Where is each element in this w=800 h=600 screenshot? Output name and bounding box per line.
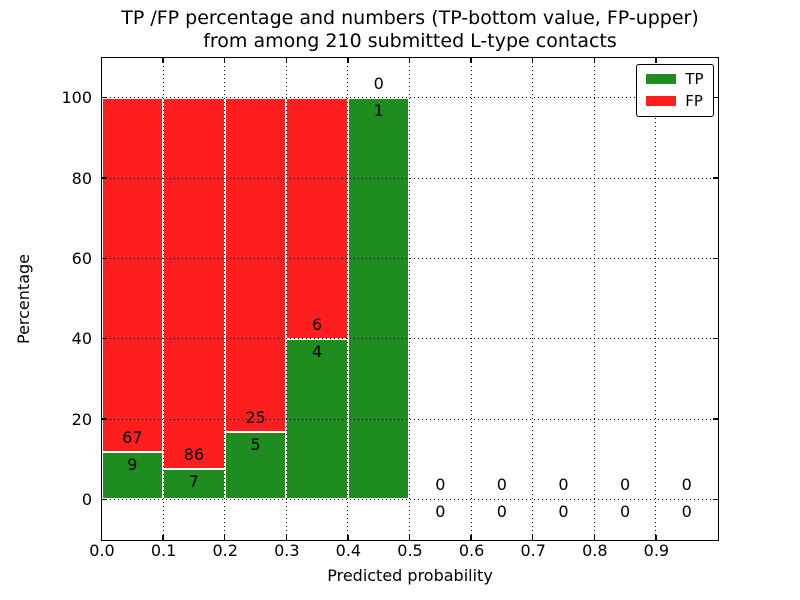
- x-tick-mark: [593, 534, 596, 540]
- chart-title: TP /FP percentage and numbers (TP-bottom…: [102, 7, 718, 53]
- tp-count-label: 9: [127, 454, 138, 474]
- y-tick-mark: [712, 257, 718, 260]
- fp-bar-segment: [224, 97, 287, 433]
- fp-bar-segment: [286, 97, 348, 339]
- y-tick-mark: [101, 177, 107, 179]
- x-tick-mark: [285, 534, 288, 540]
- x-tick-label: 0.8: [582, 541, 608, 560]
- y-tick-label: 0: [81, 489, 92, 509]
- y-tick-mark: [712, 96, 718, 99]
- legend-entry-tp: TP: [646, 69, 704, 88]
- tp-legend-swatch: [646, 74, 677, 84]
- fp-count-label: 86: [183, 445, 205, 465]
- tp-count-label: 7: [188, 472, 199, 492]
- y-tick-mark: [101, 498, 107, 501]
- x-tick-mark: [593, 57, 596, 63]
- fp-count-label: 0: [373, 73, 384, 93]
- x-tick-mark: [531, 57, 534, 63]
- chart-title-line1: TP /FP percentage and numbers (TP-bottom…: [121, 7, 699, 29]
- tp-count-label: 1: [373, 100, 384, 120]
- tp-bar-segment: [163, 469, 225, 500]
- y-tick-mark: [712, 337, 718, 340]
- v-gridline: [224, 57, 226, 540]
- tp-bar-segment: [347, 97, 410, 500]
- legend-label-tp: TP: [685, 69, 704, 88]
- y-tick-label: 80: [71, 168, 92, 188]
- y-tick-mark: [101, 257, 107, 260]
- v-gridline: [409, 57, 410, 540]
- x-tick-mark: [655, 534, 657, 540]
- tp-count-label: 0: [496, 502, 507, 522]
- tp-count-label: 4: [312, 341, 323, 361]
- fp-count-label: 0: [435, 475, 446, 495]
- x-tick-mark: [100, 534, 103, 540]
- v-gridline: [347, 57, 349, 540]
- tp-count-label: 5: [250, 435, 261, 455]
- x-tick-label: 0.6: [458, 541, 485, 560]
- x-tick-label: 0.7: [520, 541, 546, 560]
- x-tick-label: 0.1: [150, 541, 177, 560]
- legend-label-fp: FP: [685, 91, 703, 110]
- x-tick-mark: [470, 534, 472, 540]
- x-tick-mark: [655, 57, 657, 63]
- x-tick-mark: [100, 57, 103, 63]
- chart-title-line2: from among 210 submitted L-type contacts: [203, 30, 617, 52]
- fp-count-label: 25: [245, 408, 266, 428]
- y-tick-label: 100: [61, 88, 92, 108]
- tp-bar-segment: [101, 451, 164, 500]
- x-tick-label: 0.0: [89, 541, 115, 560]
- fp-count-label: 0: [620, 475, 631, 495]
- v-gridline: [532, 57, 534, 540]
- x-tick-label: 0.2: [212, 541, 238, 560]
- v-gridline: [285, 57, 287, 540]
- y-tick-mark: [101, 418, 107, 420]
- fp-count-label: 6: [312, 314, 323, 334]
- x-tick-mark: [408, 534, 411, 540]
- v-gridline: [162, 57, 164, 540]
- x-tick-mark: [531, 534, 534, 540]
- x-tick-mark: [470, 57, 472, 63]
- fp-bar-segment: [101, 97, 164, 452]
- v-gridline: [655, 57, 657, 540]
- x-tick-mark: [162, 57, 164, 63]
- x-tick-label: 0.3: [274, 541, 300, 560]
- y-tick-mark: [712, 418, 718, 420]
- y-tick-label: 40: [71, 329, 92, 349]
- fp-count-label: 67: [122, 427, 143, 447]
- legend: TP FP: [636, 63, 714, 117]
- fp-count-label: 0: [496, 475, 507, 495]
- x-tick-label: 0.9: [643, 541, 670, 560]
- y-tick-label: 60: [71, 248, 92, 268]
- tp-count-label: 0: [558, 502, 569, 522]
- x-tick-mark: [223, 534, 226, 540]
- fp-count-label: 0: [558, 475, 569, 495]
- x-axis-label: Predicted probability: [327, 566, 493, 585]
- fp-bar-segment: [163, 97, 225, 470]
- y-tick-label: 20: [71, 409, 92, 429]
- tp-count-label: 0: [435, 502, 446, 522]
- plot-area: TP FP 67 9 86 7 25 5 6 4 0 1 0 0 0 0 0 0 0 0 0 0: [100, 56, 719, 541]
- v-gridline: [593, 57, 595, 540]
- x-tick-mark: [347, 534, 349, 540]
- x-tick-mark: [347, 57, 349, 63]
- x-tick-mark: [223, 57, 226, 63]
- x-tick-mark: [285, 57, 288, 63]
- tp-count-label: 0: [681, 502, 692, 522]
- fp-count-label: 0: [681, 475, 692, 495]
- legend-entry-fp: FP: [646, 91, 703, 110]
- x-tick-label: 0.5: [397, 541, 423, 560]
- y-tick-mark: [712, 177, 718, 179]
- fp-legend-swatch: [646, 96, 677, 106]
- x-tick-mark: [408, 57, 411, 63]
- y-tick-mark: [101, 96, 107, 99]
- y-tick-mark: [101, 337, 107, 340]
- x-tick-label: 0.4: [335, 541, 362, 560]
- v-gridline: [470, 57, 472, 540]
- tp-count-label: 0: [620, 502, 631, 522]
- y-tick-mark: [712, 498, 718, 501]
- x-tick-mark: [162, 534, 164, 540]
